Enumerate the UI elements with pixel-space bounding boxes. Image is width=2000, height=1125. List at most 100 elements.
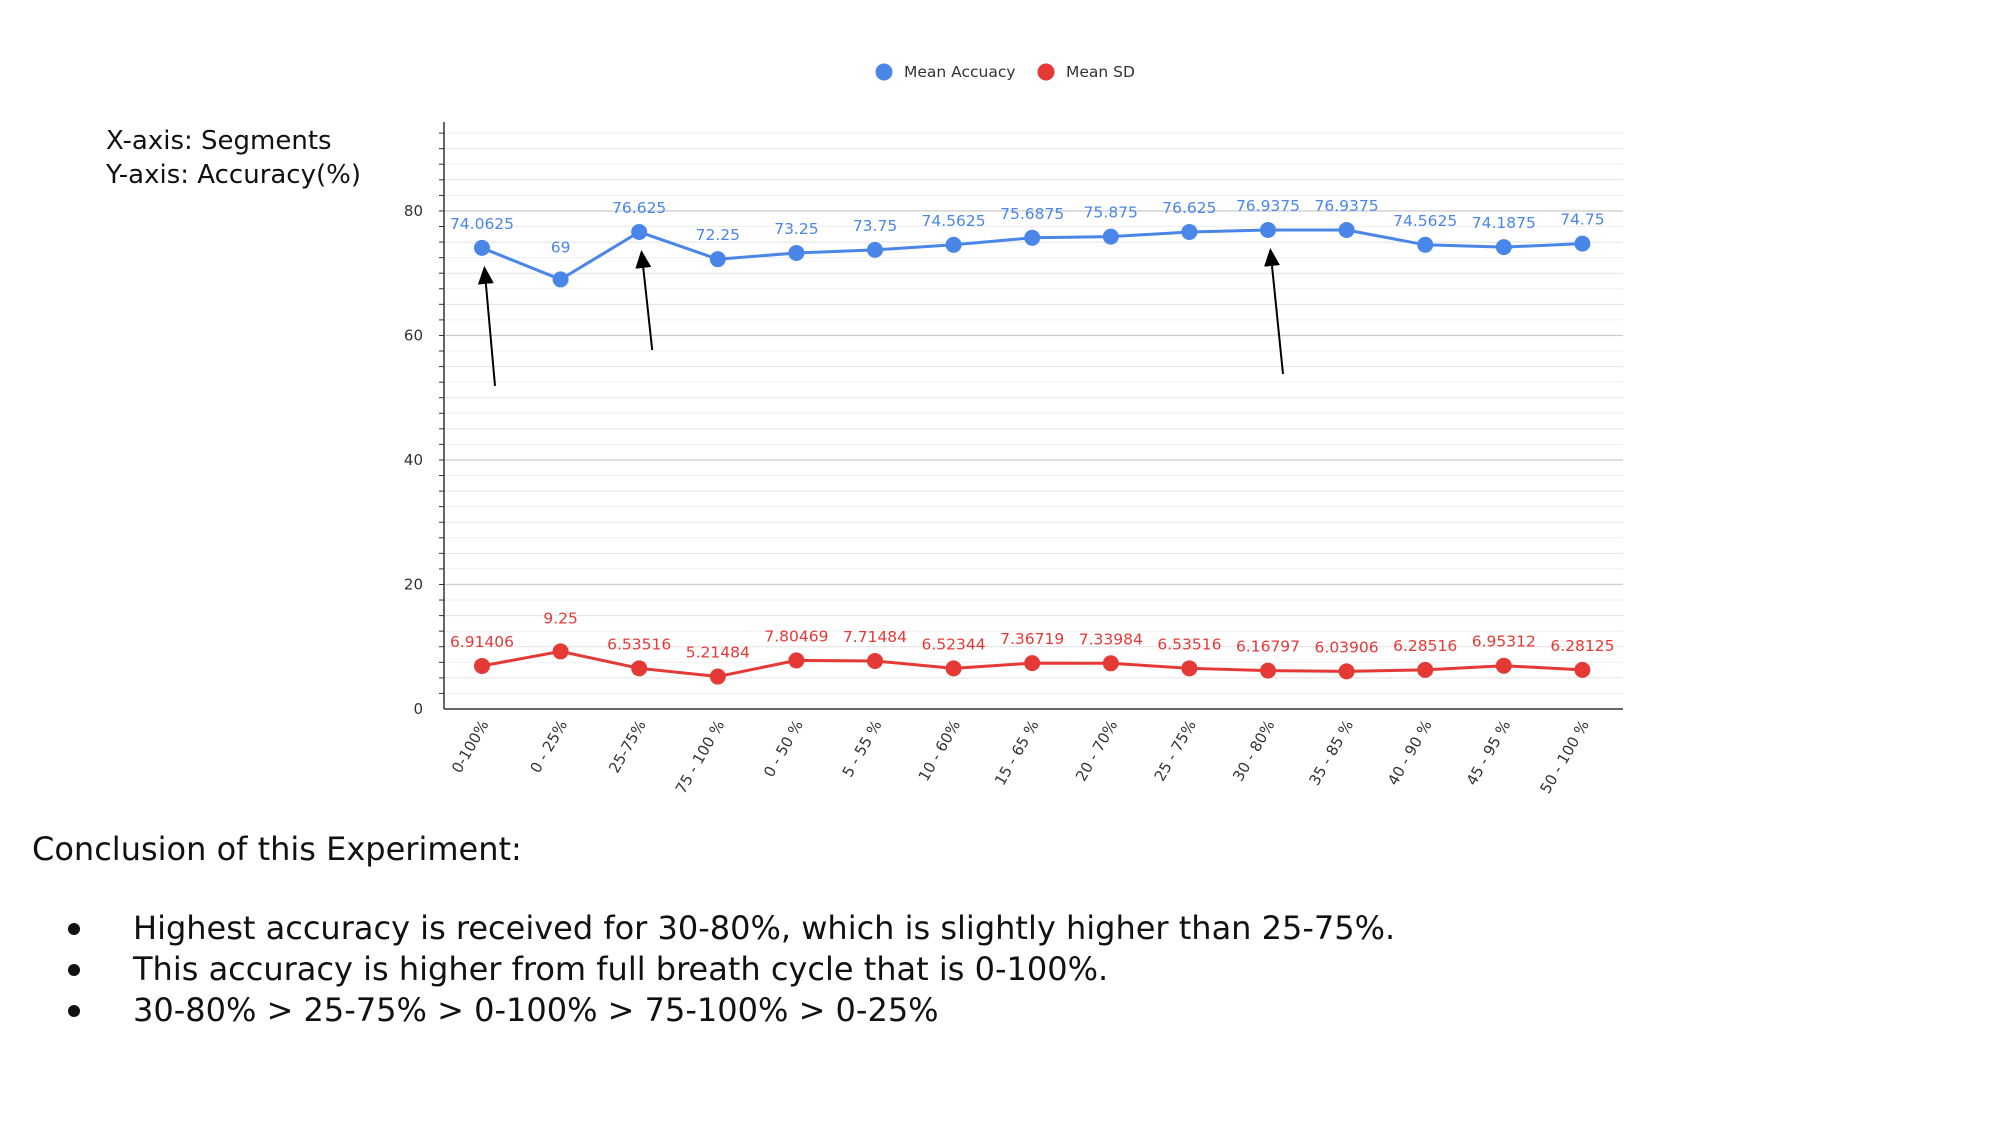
annotation-arrow	[477, 265, 496, 386]
annotation-arrow	[1264, 248, 1284, 375]
data-point	[631, 223, 648, 240]
data-label: 6.95312	[1472, 633, 1536, 651]
x-axis-note: X-axis: Segments	[106, 126, 332, 156]
data-point	[867, 241, 883, 258]
x-tick-label: 0 - 50 %	[760, 717, 807, 780]
conclusion-bullet: 30-80% > 25-75% > 0-100% > 75-100% > 0-2…	[60, 990, 1395, 1031]
data-point	[1024, 655, 1041, 672]
data-point	[1181, 223, 1198, 240]
data-point	[1102, 655, 1119, 672]
data-label: 6.03906	[1315, 638, 1379, 656]
x-tick-label: 10 - 60%	[915, 717, 964, 784]
data-label: 75.6875	[1000, 205, 1064, 223]
data-label: 74.5625	[1393, 212, 1457, 230]
data-point	[552, 643, 569, 660]
data-label: 74.1875	[1472, 214, 1536, 232]
data-point	[552, 271, 569, 288]
line-chart: 0 20 40 60 80 0-100% 0 - 25% 25-75% 75 - 100 % 0 …	[404, 63, 1623, 797]
data-label: 72.25	[696, 226, 740, 244]
y-tick-label: 80	[404, 202, 423, 220]
x-tick-label: 40 - 90 %	[1384, 717, 1436, 788]
data-label: 5.21484	[686, 644, 750, 662]
data-point	[788, 244, 805, 261]
data-label: 6.91406	[450, 633, 514, 651]
data-label: 6.52344	[922, 635, 986, 653]
data-point	[1338, 222, 1355, 239]
data-label: 7.33984	[1079, 630, 1143, 648]
data-point	[1181, 660, 1198, 677]
bullet-dot-icon	[68, 964, 80, 976]
x-tick-label: 0 - 25%	[527, 717, 572, 776]
data-label: 73.25	[774, 220, 818, 238]
conclusion-bullet: This accuracy is higher from full breath…	[60, 949, 1395, 990]
bullet-dot-icon	[68, 1005, 80, 1017]
data-label: 75.875	[1084, 204, 1138, 222]
data-label: 7.36719	[1000, 630, 1064, 648]
data-point	[788, 652, 805, 669]
data-label: 7.80469	[764, 627, 828, 645]
data-point	[474, 239, 490, 256]
x-tick-label: 15 - 65 %	[991, 717, 1043, 788]
x-tick-label: 25 - 75%	[1151, 717, 1200, 784]
data-label: 74.0625	[450, 215, 514, 233]
data-point	[1417, 661, 1434, 678]
data-point	[474, 657, 490, 674]
data-label: 69	[551, 238, 571, 256]
legend-label: Mean SD	[1066, 63, 1135, 81]
data-label: 76.625	[1162, 199, 1216, 217]
data-point	[709, 668, 726, 685]
y-tick-label: 40	[404, 451, 423, 469]
data-point	[1495, 657, 1512, 674]
x-tick-label: 75 - 100 %	[672, 717, 728, 797]
x-tick-label: 45 - 95 %	[1463, 717, 1515, 788]
bullet-dot-icon	[68, 923, 80, 935]
x-tick-label: 50 - 100 %	[1536, 717, 1592, 797]
conclusion-bullet: Highest accuracy is received for 30-80%,…	[60, 908, 1395, 949]
conclusion-list: Highest accuracy is received for 30-80%,…	[60, 908, 1395, 1031]
legend-swatch-icon	[1037, 63, 1055, 81]
conclusion-title: Conclusion of this Experiment:	[32, 830, 522, 868]
x-tick-label: 5 - 55 %	[839, 717, 886, 780]
x-tick-label: 25-75%	[605, 717, 650, 776]
data-point	[631, 660, 648, 677]
legend-label: Mean Accuacy	[904, 63, 1016, 81]
data-point	[1338, 663, 1355, 680]
bullet-text: Highest accuracy is received for 30-80%,…	[133, 909, 1396, 947]
data-point	[1417, 236, 1434, 253]
data-label: 6.16797	[1236, 638, 1300, 656]
data-point	[1024, 229, 1041, 246]
data-label: 74.75	[1560, 211, 1604, 229]
data-label: 74.5625	[922, 212, 986, 230]
data-label: 6.53516	[607, 635, 671, 653]
bullet-text: 30-80% > 25-75% > 0-100% > 75-100% > 0-2…	[133, 991, 939, 1029]
data-label: 7.71484	[843, 628, 907, 646]
data-point	[945, 236, 962, 253]
data-point	[1574, 661, 1591, 678]
y-axis-note: Y-axis: Accuracy(%)	[106, 160, 361, 190]
y-tick-label: 60	[404, 326, 423, 344]
x-tick-label: 0-100%	[448, 717, 493, 776]
x-tick-label: 35 - 85 %	[1305, 717, 1357, 788]
data-point	[945, 660, 962, 677]
data-label: 76.9375	[1236, 197, 1300, 215]
y-tick-label: 20	[404, 575, 423, 593]
data-point	[867, 652, 883, 669]
data-point	[1260, 662, 1276, 679]
data-label: 6.28125	[1550, 637, 1614, 655]
data-label: 76.625	[612, 199, 666, 217]
data-point	[1495, 239, 1512, 256]
legend-swatch-icon	[875, 63, 893, 81]
x-tick-label: 20 - 70%	[1072, 717, 1121, 784]
data-point	[709, 251, 726, 268]
data-label: 76.9375	[1315, 197, 1379, 215]
data-label: 9.25	[543, 609, 578, 627]
y-tick-label: 0	[413, 700, 423, 718]
data-label: 6.53516	[1157, 635, 1221, 653]
data-label: 73.75	[853, 217, 897, 235]
bullet-text: This accuracy is higher from full breath…	[133, 950, 1109, 988]
data-point	[1574, 235, 1591, 252]
x-tick-label: 30 - 80%	[1229, 717, 1278, 784]
data-label: 6.28516	[1393, 637, 1457, 655]
data-point	[1102, 228, 1119, 245]
annotation-arrow	[635, 249, 654, 351]
